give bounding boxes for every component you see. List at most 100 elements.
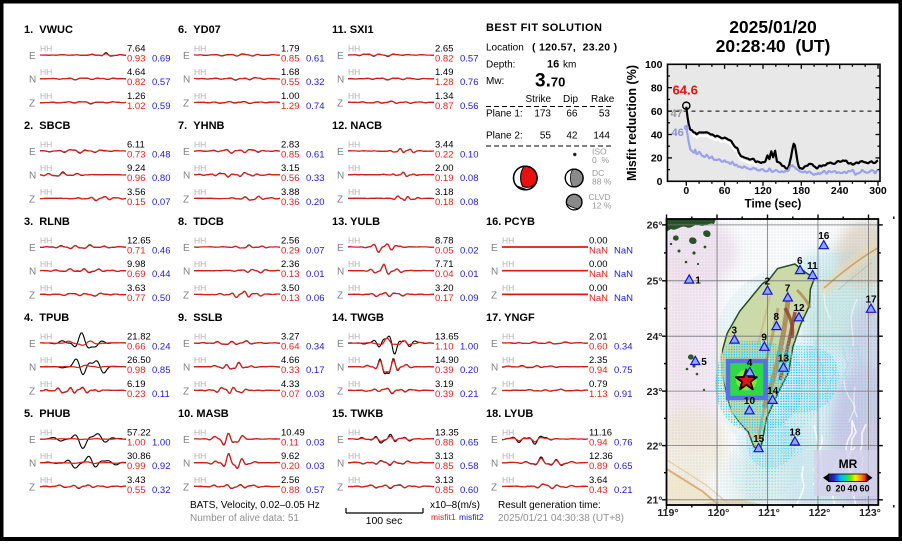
svg-text:120°: 120° <box>708 507 730 519</box>
svg-text:HH: HH <box>502 451 514 461</box>
svg-text:66: 66 <box>566 109 578 120</box>
svg-text:N: N <box>491 459 498 470</box>
svg-text:121°: 121° <box>758 507 780 519</box>
svg-text:4: 4 <box>747 358 753 369</box>
svg-text:20: 20 <box>651 153 663 165</box>
svg-text:1.02: 1.02 <box>127 101 146 112</box>
svg-text:119°: 119° <box>657 507 678 519</box>
svg-text:0.01: 0.01 <box>306 269 325 280</box>
svg-text:0.21: 0.21 <box>460 389 479 400</box>
svg-text:0.01: 0.01 <box>460 269 479 280</box>
svg-text:BATS, Velocity, 0.02–0.05 Hz: BATS, Velocity, 0.02–0.05 Hz <box>190 500 320 511</box>
svg-text:E: E <box>29 435 36 446</box>
svg-text:N: N <box>337 363 344 374</box>
svg-text:N: N <box>337 267 344 278</box>
svg-text:Z: Z <box>183 290 189 301</box>
svg-text:E: E <box>491 339 498 350</box>
svg-text:E: E <box>29 339 36 350</box>
svg-text:Z: Z <box>29 194 35 205</box>
svg-text:0.69: 0.69 <box>127 269 146 280</box>
svg-text:Z: Z <box>29 482 35 493</box>
svg-text:7: 7 <box>785 283 791 294</box>
svg-text:0.61: 0.61 <box>306 150 325 161</box>
svg-text:Z: Z <box>29 98 35 109</box>
svg-text:18. LYUB: 18. LYUB <box>486 408 533 420</box>
svg-text:0.22: 0.22 <box>435 150 454 161</box>
svg-text:0.34: 0.34 <box>614 342 633 353</box>
svg-text:E: E <box>337 147 344 158</box>
svg-text:Plane 1:: Plane 1: <box>486 109 523 120</box>
svg-text:x10–8(m/s): x10–8(m/s) <box>430 500 480 511</box>
svg-text:15: 15 <box>753 434 765 445</box>
svg-text:17. YNGF: 17. YNGF <box>486 312 535 324</box>
svg-text:N: N <box>29 459 36 470</box>
svg-text:47: 47 <box>671 108 683 120</box>
svg-text:0.94: 0.94 <box>589 438 608 449</box>
svg-text:0.20: 0.20 <box>281 461 300 472</box>
svg-text:Z: Z <box>183 98 189 109</box>
svg-text:N: N <box>29 267 36 278</box>
svg-text:HH: HH <box>40 428 52 438</box>
svg-text:0.21: 0.21 <box>614 485 633 496</box>
svg-text:HH: HH <box>40 44 52 54</box>
svg-text:0.46: 0.46 <box>152 246 171 257</box>
svg-text:13: 13 <box>778 354 790 365</box>
svg-text:0.60: 0.60 <box>460 485 479 496</box>
svg-text:18: 18 <box>789 427 801 438</box>
svg-text:9: 9 <box>761 333 767 344</box>
svg-text:E: E <box>183 435 190 446</box>
svg-text:0.57: 0.57 <box>152 77 171 88</box>
svg-text:0: 0 <box>657 176 663 188</box>
svg-text:1.29: 1.29 <box>281 101 300 112</box>
svg-text:0.32: 0.32 <box>152 485 171 496</box>
svg-text:E: E <box>337 51 344 62</box>
svg-text:HH: HH <box>194 163 206 173</box>
svg-text:HH: HH <box>348 140 360 150</box>
svg-text:HH: HH <box>348 259 360 269</box>
svg-text:HH: HH <box>348 91 360 101</box>
svg-text:0.03: 0.03 <box>306 461 325 472</box>
svg-text:11. SXI1: 11. SXI1 <box>332 24 374 36</box>
svg-text:0.55: 0.55 <box>127 485 146 496</box>
svg-text:0.57: 0.57 <box>460 54 479 65</box>
svg-text:60: 60 <box>651 106 663 118</box>
svg-text:0.85: 0.85 <box>435 461 454 472</box>
svg-text:BEST FIT SOLUTION: BEST FIT SOLUTION <box>486 22 602 34</box>
svg-text:N: N <box>29 363 36 374</box>
svg-text:123°: 123° <box>859 507 881 519</box>
svg-text:HH: HH <box>348 236 360 246</box>
svg-text:0.65: 0.65 <box>614 461 633 472</box>
svg-text:HH: HH <box>194 91 206 101</box>
svg-text:0.87: 0.87 <box>435 101 454 112</box>
svg-text:6. YD07: 6. YD07 <box>178 24 221 36</box>
svg-text:MR: MR <box>839 457 858 471</box>
svg-text:60: 60 <box>719 185 731 197</box>
svg-text:180: 180 <box>793 185 811 197</box>
svg-text:HH: HH <box>348 428 360 438</box>
svg-text:0.56: 0.56 <box>460 101 479 112</box>
svg-text:3. RLNB: 3. RLNB <box>24 216 70 228</box>
svg-text:3.70: 3.70 <box>535 71 565 92</box>
svg-text:55: 55 <box>540 131 552 142</box>
svg-text:Z: Z <box>491 386 497 397</box>
svg-text:0.85: 0.85 <box>435 485 454 496</box>
svg-text:km: km <box>563 60 576 71</box>
svg-text:E: E <box>29 147 36 158</box>
svg-text:0.07: 0.07 <box>152 197 171 208</box>
svg-text:N: N <box>337 75 344 86</box>
svg-text:HH: HH <box>194 187 206 197</box>
svg-text:Time (sec): Time (sec) <box>745 199 802 211</box>
svg-text:0.76: 0.76 <box>614 438 633 449</box>
svg-text:64.6: 64.6 <box>673 83 698 98</box>
svg-text:42: 42 <box>566 131 578 142</box>
svg-text:53: 53 <box>599 109 611 120</box>
svg-text:Number of alive data: 51: Number of alive data: 51 <box>190 513 299 524</box>
svg-text:N: N <box>183 75 190 86</box>
svg-text:9. SSLB: 9. SSLB <box>178 312 223 324</box>
svg-text:144: 144 <box>593 131 610 142</box>
svg-text:173: 173 <box>534 109 551 120</box>
svg-text:E: E <box>337 435 344 446</box>
svg-text:N: N <box>29 75 36 86</box>
svg-text:HH: HH <box>348 44 360 54</box>
svg-text:Z: Z <box>337 194 343 205</box>
